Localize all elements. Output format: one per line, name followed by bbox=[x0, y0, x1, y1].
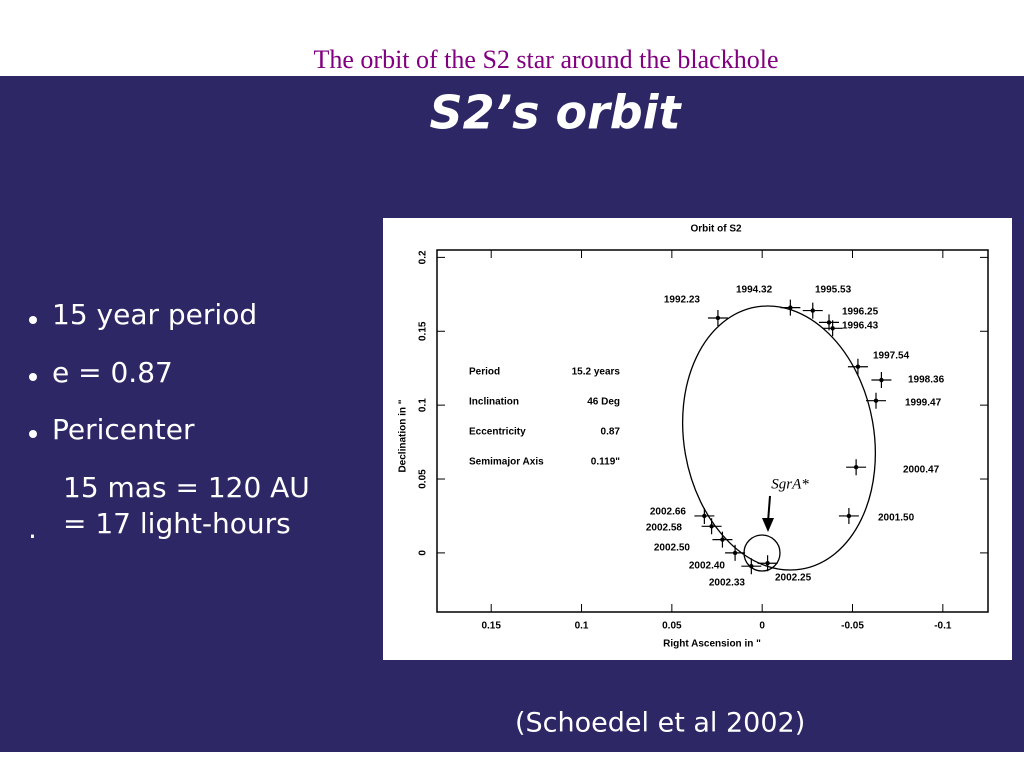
plot-frame bbox=[436, 249, 989, 613]
bullet: 15 year period bbox=[52, 298, 257, 331]
data-point-dot bbox=[853, 465, 859, 470]
data-point-dot bbox=[732, 550, 738, 556]
point-label: 1997.54 bbox=[873, 351, 910, 362]
point-label: 2002.40 bbox=[689, 561, 726, 572]
data-point-dot bbox=[855, 364, 861, 369]
point-label: 2002.58 bbox=[646, 523, 683, 534]
data-point-dot bbox=[709, 524, 714, 529]
data-point-dot bbox=[879, 377, 884, 383]
y-tick-label: 0.1 bbox=[418, 398, 429, 412]
x-tick-label: 0.05 bbox=[662, 621, 682, 632]
y-tick-label: 0.15 bbox=[418, 321, 429, 341]
bullet: e = 0.87 bbox=[52, 356, 173, 389]
point-label: 1996.25 bbox=[842, 307, 879, 318]
param-name: Eccentricity bbox=[469, 427, 526, 438]
bullet-line: 15 mas = 120 AU bbox=[63, 471, 310, 504]
data-point-dot bbox=[788, 305, 793, 310]
x-axis-label: Right Ascension in " bbox=[663, 639, 761, 650]
annotation-arrow bbox=[767, 495, 771, 523]
data-point-dot bbox=[846, 513, 852, 519]
param-value: 0.119" bbox=[591, 457, 620, 468]
bullet-line: = 17 light-hours bbox=[63, 507, 291, 540]
bullet-dot bbox=[29, 430, 37, 438]
x-tick-label: 0 bbox=[759, 621, 765, 632]
point-label: 2001.50 bbox=[878, 513, 915, 524]
param-value: 46 Deg bbox=[587, 397, 620, 408]
citation: (Schoedel et al 2002) bbox=[515, 708, 805, 739]
annotation-arrowhead bbox=[762, 518, 774, 532]
point-label: 2002.66 bbox=[650, 507, 687, 518]
point-label: 1996.43 bbox=[842, 321, 879, 332]
data-point-dot bbox=[720, 537, 725, 542]
point-label: 2002.33 bbox=[709, 578, 746, 589]
point-label: 1994.32 bbox=[736, 285, 773, 296]
data-point-dot bbox=[715, 315, 721, 321]
y-tick-label: 0.05 bbox=[418, 469, 429, 489]
point-label: 2002.50 bbox=[654, 543, 691, 554]
y-axis-label: Declination in " bbox=[398, 399, 409, 472]
data-point-dot bbox=[830, 326, 835, 331]
y-tick-label: 0 bbox=[418, 550, 429, 556]
data-point-dot bbox=[765, 561, 770, 566]
data-point-dot bbox=[873, 398, 879, 403]
x-tick-label: 0.1 bbox=[575, 621, 589, 632]
point-label: 1995.53 bbox=[815, 285, 852, 296]
data-point-dot bbox=[702, 513, 707, 519]
x-tick-label: 0.15 bbox=[481, 621, 501, 632]
data-point-dot bbox=[749, 563, 754, 569]
point-label: 2000.47 bbox=[903, 465, 940, 476]
annotation: SgrA* bbox=[771, 476, 809, 492]
chart-panel bbox=[383, 218, 1012, 660]
y-tick-label: 0.2 bbox=[418, 250, 429, 264]
param-name: Semimajor Axis bbox=[469, 457, 544, 468]
param-name: Period bbox=[469, 367, 500, 378]
point-label: 1992.23 bbox=[664, 295, 701, 306]
orbit-curve bbox=[681, 305, 877, 571]
point-label: 1999.47 bbox=[905, 398, 942, 409]
data-point-dot bbox=[826, 320, 832, 325]
x-tick-label: -0.1 bbox=[934, 621, 952, 632]
data-point-dot bbox=[810, 308, 815, 313]
x-tick-label: -0.05 bbox=[841, 621, 864, 632]
param-value: 15.2 years bbox=[572, 367, 621, 378]
param-name: Inclination bbox=[469, 397, 519, 408]
point-label: 1998.36 bbox=[908, 375, 945, 386]
stray-mark: . bbox=[28, 512, 37, 545]
bullet-dot bbox=[29, 316, 37, 324]
bullet: Pericenter bbox=[52, 413, 195, 446]
page-title: The orbit of the S2 star around the blac… bbox=[314, 45, 779, 74]
chart-title: Orbit of S2 bbox=[690, 224, 742, 235]
slide-title: S2’s orbit bbox=[430, 86, 683, 140]
point-label: 2002.25 bbox=[775, 573, 812, 584]
bullet-dot bbox=[29, 373, 37, 381]
param-value: 0.87 bbox=[601, 427, 621, 438]
